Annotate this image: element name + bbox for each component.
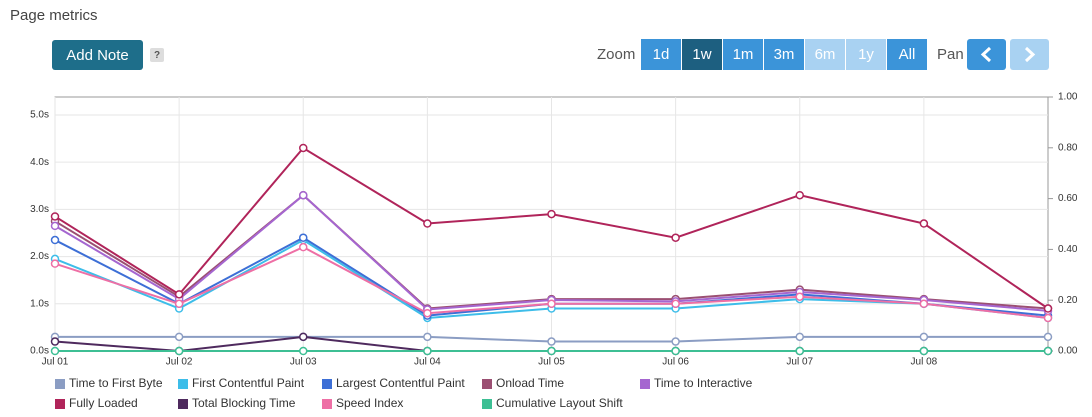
data-point (299, 332, 308, 342)
legend-label: Total Blocking Time (192, 396, 296, 410)
data-point (50, 346, 60, 356)
data-point (174, 332, 184, 342)
zoom-label: Zoom (597, 46, 636, 63)
data-point (795, 332, 804, 342)
legend-label: Time to First Byte (69, 376, 163, 390)
y2-tick-label: 0.60 (1058, 193, 1078, 204)
data-point (795, 346, 804, 356)
y2-tick-label: 0.00 (1058, 346, 1078, 357)
data-point (50, 235, 60, 245)
data-point (919, 332, 929, 342)
legend-swatch (55, 399, 65, 409)
x-tick-label: Jul 08 (911, 357, 938, 368)
zoom-button[interactable]: 3m (764, 39, 805, 70)
legend-label: First Contentful Paint (192, 376, 305, 390)
legend-label: Largest Contentful Paint (336, 376, 465, 390)
pan-label: Pan (937, 46, 964, 63)
legend-swatch (322, 379, 332, 389)
x-tick-label: Jul 06 (662, 357, 689, 368)
page-title: Page metrics (10, 7, 98, 24)
data-point (1043, 304, 1053, 313)
data-point (795, 190, 804, 200)
data-point (50, 337, 60, 346)
x-tick-label: Jul 07 (786, 357, 813, 368)
arrow-icon (980, 46, 992, 63)
data-point (547, 209, 556, 219)
legend-label: Cumulative Layout Shift (496, 396, 623, 410)
legend-swatch (178, 379, 188, 389)
add-note-button[interactable]: Add Note (52, 40, 143, 70)
zoom-button[interactable]: 1w (682, 39, 723, 70)
y2-tick-label: 0.40 (1058, 244, 1078, 255)
data-point (299, 143, 308, 153)
y-tick-label: 1.0s (30, 298, 49, 309)
zoom-button: 1y (846, 39, 887, 70)
data-point (671, 299, 680, 309)
y-tick-label: 4.0s (30, 157, 49, 168)
data-point (174, 290, 184, 299)
data-point (174, 346, 184, 356)
data-point (50, 212, 60, 221)
legend-swatch (482, 399, 492, 409)
data-point (1043, 332, 1053, 342)
data-point (423, 332, 432, 342)
pan-left[interactable] (967, 39, 1006, 70)
x-tick-label: Jul 01 (42, 357, 69, 368)
x-tick-label: Jul 04 (414, 357, 441, 368)
data-point (919, 219, 929, 228)
data-point (547, 337, 556, 346)
x-tick-label: Jul 02 (166, 357, 193, 368)
data-point (423, 346, 432, 356)
legend-swatch (55, 379, 65, 389)
data-point (299, 233, 308, 242)
zoom-group: 1d 1w 1m 3m 6m 1y All (641, 39, 928, 70)
legend-label: Speed Index (336, 396, 403, 410)
zoom-button[interactable]: All (887, 39, 928, 70)
legend-swatch (482, 379, 492, 389)
data-point (547, 299, 556, 309)
y-tick-label: 3.0s (30, 204, 49, 215)
zoom-button[interactable]: 1m (723, 39, 764, 70)
legend-swatch (178, 399, 188, 409)
y2-tick-label: 0.80 (1058, 142, 1078, 153)
data-point (299, 346, 308, 356)
data-point (671, 233, 680, 242)
y2-tick-label: 1.00 (1058, 92, 1078, 103)
legend-swatch (322, 399, 332, 409)
data-point (50, 221, 60, 231)
legend-label: Fully Loaded (69, 396, 138, 410)
data-point (174, 299, 184, 309)
data-point (423, 219, 432, 228)
data-point (919, 299, 929, 309)
arrow-icon (1024, 46, 1036, 63)
data-point (1043, 313, 1053, 323)
data-point (50, 259, 60, 268)
pan-right[interactable] (1010, 39, 1049, 70)
help-button[interactable]: ? (150, 48, 164, 62)
y-tick-label: 2.0s (30, 251, 49, 262)
data-point (671, 346, 680, 356)
y2-tick-label: 0.20 (1058, 295, 1078, 306)
data-point (1043, 346, 1053, 356)
data-point (423, 308, 432, 318)
x-tick-label: Jul 03 (290, 357, 317, 368)
y-tick-label: 5.0s (30, 110, 49, 121)
y-tick-label: 0.0s (30, 346, 49, 357)
data-point (299, 190, 308, 200)
data-point (547, 346, 556, 356)
x-tick-label: Jul 05 (538, 357, 565, 368)
zoom-button: 6m (805, 39, 846, 70)
data-point (299, 242, 308, 252)
data-point (919, 346, 929, 356)
legend-label: Onload Time (496, 376, 564, 390)
legend-label: Time to Interactive (654, 376, 753, 390)
data-point (795, 292, 804, 301)
data-point (671, 337, 680, 346)
zoom-button[interactable]: 1d (641, 39, 682, 70)
legend-swatch (640, 379, 650, 389)
